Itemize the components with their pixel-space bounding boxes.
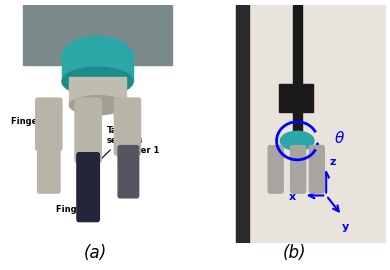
Text: x: x [289,192,296,202]
Bar [62,53,133,82]
Text: Finger 1: Finger 1 [120,146,160,155]
FancyBboxPatch shape [37,141,60,193]
Text: z: z [330,157,336,167]
Ellipse shape [280,131,314,150]
Text: (a): (a) [84,244,107,262]
Bar [236,5,250,243]
Ellipse shape [62,36,133,79]
FancyBboxPatch shape [36,98,62,150]
Bar [236,5,386,243]
Text: (b): (b) [283,244,306,262]
Ellipse shape [69,96,126,115]
Text: Finger 2: Finger 2 [11,117,51,126]
FancyBboxPatch shape [118,146,139,198]
Text: y: y [342,222,349,232]
Bar [23,5,172,65]
FancyBboxPatch shape [291,146,306,193]
FancyBboxPatch shape [114,98,140,155]
Ellipse shape [62,67,133,96]
Text: Finger 3: Finger 3 [56,205,96,214]
Bar [279,84,313,112]
Bar [292,5,302,136]
Bar [69,77,126,105]
Text: Tactile
sensors: Tactile sensors [91,126,143,169]
FancyBboxPatch shape [268,146,283,193]
FancyBboxPatch shape [309,146,324,193]
FancyBboxPatch shape [77,153,99,222]
FancyBboxPatch shape [75,98,101,162]
Text: $\theta$: $\theta$ [334,130,345,146]
